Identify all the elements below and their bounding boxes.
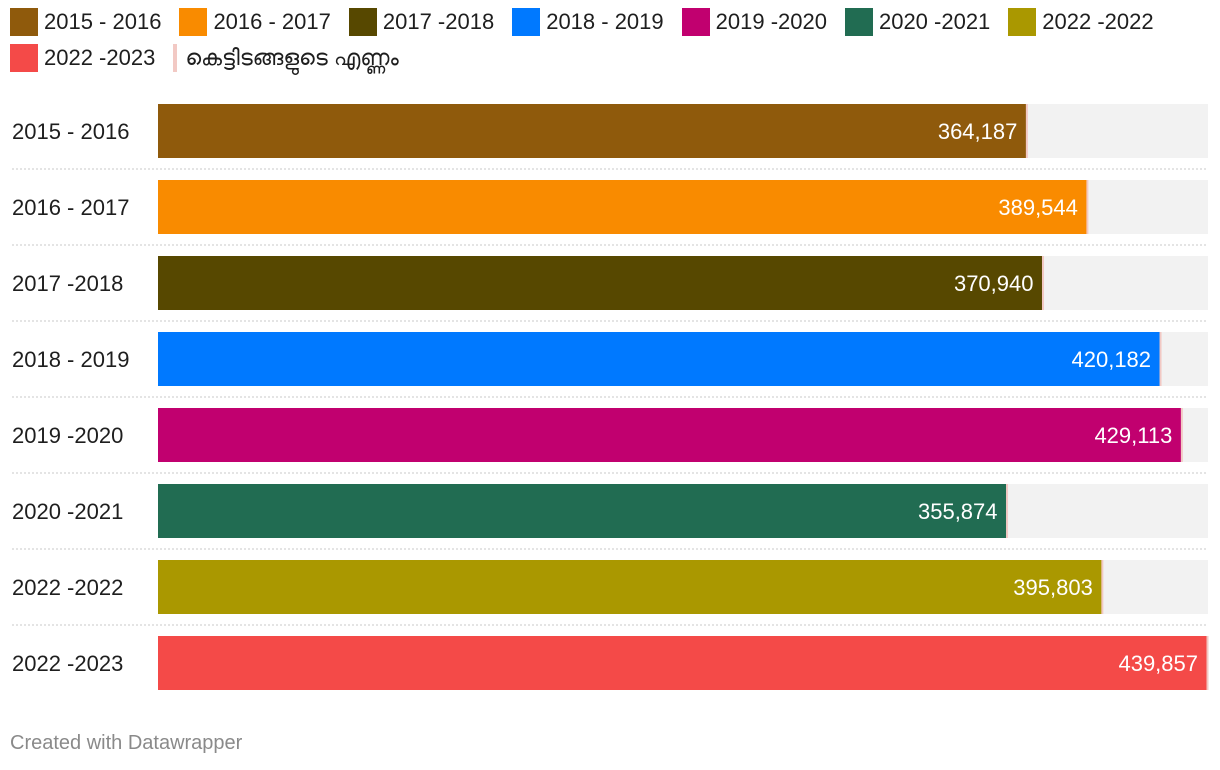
legend-label: 2016 - 2017 (213, 9, 331, 34)
value-label: 439,857 (1118, 651, 1198, 676)
category-label: 2016 - 2017 (12, 195, 129, 220)
bar-range-marker (1025, 104, 1028, 158)
legend-swatch (1008, 8, 1037, 36)
legend-label: 2020 -2021 (878, 9, 991, 34)
legend-item: 2022 -2023 (10, 44, 155, 72)
legend-item: 2022 -2022 (1008, 8, 1154, 36)
legend-item-range: കെട്ടിടങ്ങളുടെ എണ്ണം (173, 44, 399, 72)
legend-swatch (348, 8, 377, 36)
bar-range-marker (1006, 484, 1009, 538)
datawrapper-credit: Created with Datawrapper (10, 732, 243, 754)
legend-label: 2022 -2022 (1042, 9, 1154, 34)
bar (158, 256, 1044, 310)
legend-swatch (844, 8, 873, 36)
category-label: 2018 - 2019 (12, 347, 129, 372)
legend-item: 2017 -2018 (348, 8, 495, 36)
legend-label: 2015 - 2016 (44, 9, 162, 34)
legend-label: 2019 -2020 (715, 9, 827, 34)
bar (158, 636, 1208, 690)
bar (158, 408, 1183, 462)
legend-item: 2015 - 2016 (10, 8, 161, 36)
bar-range-marker (1086, 180, 1089, 234)
legend-item: 2016 - 2017 (179, 8, 331, 36)
value-label: 420,182 (1072, 347, 1152, 372)
value-label: 364,187 (938, 119, 1018, 144)
category-label: 2022 -2023 (12, 651, 123, 676)
category-label: 2020 -2021 (12, 499, 123, 524)
bar-range-marker (1180, 408, 1183, 462)
bar-range-marker (1159, 332, 1162, 386)
category-label: 2022 -2022 (12, 575, 123, 600)
legend-swatch (179, 8, 208, 36)
category-label: 2019 -2020 (12, 423, 123, 448)
legend-range-marker (173, 44, 178, 72)
value-label: 355,874 (918, 499, 998, 524)
legend-item: 2019 -2020 (681, 8, 827, 36)
bar (158, 484, 1008, 538)
legend-swatch (681, 8, 710, 36)
bar (158, 560, 1103, 614)
bar (158, 332, 1162, 386)
value-label: 429,113 (1094, 423, 1172, 448)
bar (158, 104, 1028, 158)
legend-range-label: കെട്ടിടങ്ങളുടെ എണ്ണം (185, 45, 399, 70)
legend-label: 2018 - 2019 (546, 9, 664, 34)
bar (158, 180, 1088, 234)
legend-swatch (512, 8, 541, 36)
value-label: 395,803 (1013, 575, 1093, 600)
legend-item: 2018 - 2019 (512, 8, 664, 36)
bar-chart: 2015 - 2016 364,187 2016 - 2017 389,544 2017… (12, 104, 1209, 690)
value-label: 389,544 (998, 195, 1078, 220)
bar-range-marker (1101, 560, 1104, 614)
value-label: 370,940 (954, 271, 1034, 296)
legend-label: 2022 -2023 (44, 45, 156, 70)
legend-swatch (10, 8, 38, 36)
legend-label: 2017 -2018 (382, 9, 495, 34)
legend-swatch (10, 44, 38, 72)
bar-range-marker (1041, 256, 1044, 310)
chart-legend: 2015 - 2016 2016 - 2017 2017 -2018 2018 - 2… (10, 8, 1210, 72)
bar-range-marker (1206, 636, 1209, 690)
category-label: 2015 - 2016 (12, 119, 129, 144)
category-label: 2017 -2018 (12, 271, 123, 296)
legend-item: 2020 -2021 (844, 8, 991, 36)
